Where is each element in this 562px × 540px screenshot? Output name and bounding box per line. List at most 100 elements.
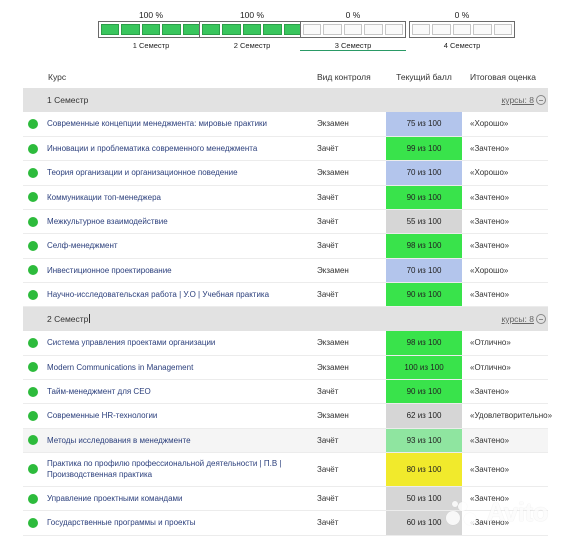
score-cell: 75 из 100 (386, 112, 462, 136)
avito-logo-icon (444, 499, 482, 527)
course-link[interactable]: Научно-исследовательская работа | У.О | … (43, 282, 308, 308)
course-link[interactable]: Межкультурное взаимодействие (43, 209, 308, 235)
final-grade: «Зачтено» (462, 452, 548, 487)
status-dot-icon (28, 167, 38, 178)
semester-group-row[interactable]: 2 Семестр курсы: 8 (23, 306, 548, 331)
progress-segment (452, 24, 472, 35)
final-grade: «Зачтено» (462, 510, 548, 536)
table-row[interactable]: Практика по профилю профессиональной дея… (23, 452, 548, 487)
score-cell: 80 из 100 (386, 452, 462, 486)
table-row[interactable]: Коммуникации топ-менеджера Зачёт 90 из 100… (23, 185, 548, 210)
status-dot-icon (28, 118, 38, 129)
group-label: 2 Семестр (47, 314, 89, 324)
course-count-link[interactable]: курсы: 8 (501, 314, 534, 324)
final-grade: «Зачтено» (462, 282, 548, 308)
score-cell: 50 из 100 (386, 486, 462, 511)
table-header-row: Курс Вид контроля Текущий балл Итоговая … (23, 66, 548, 89)
status-dot-icon (28, 240, 38, 251)
course-link[interactable]: Инвестиционное проектирование (43, 258, 308, 283)
semester-tab-2[interactable]: 100 % 2 Семестр (199, 10, 305, 51)
control-type: Экзамен (308, 112, 386, 137)
control-type: Экзамен (308, 330, 386, 356)
control-type: Зачёт (308, 233, 386, 259)
table-row[interactable]: Инновации и проблематика современного ме… (23, 136, 548, 162)
status-dot-icon (28, 143, 38, 154)
semester-tab-3[interactable]: 0 % 3 Семестр (300, 10, 406, 51)
group-course-count[interactable]: курсы: 8 (501, 314, 546, 324)
table-row[interactable]: Современные HR-технологии Экзамен 62 из 10… (23, 403, 552, 429)
table-row[interactable]: Управление проектными командами Зачёт 50 и… (23, 486, 548, 512)
course-link[interactable]: Селф-менеджмент (43, 233, 308, 259)
final-grade: «Хорошо» (462, 112, 548, 137)
table-row[interactable]: Межкультурное взаимодействие Зачёт 55 из 1… (23, 209, 548, 235)
table-row[interactable]: Modern Communications in Management Экзам… (23, 355, 548, 380)
semester-progress (98, 21, 204, 38)
final-grade: «Зачтено» (462, 379, 548, 405)
control-type: Экзамен (308, 403, 386, 429)
score-cell: 70 из 100 (386, 161, 462, 185)
table-row[interactable]: Государственные программы и проекты Зачёт… (23, 510, 548, 536)
status-dot-icon (28, 216, 38, 227)
group-course-count[interactable]: курсы: 8 (501, 95, 546, 106)
table-row[interactable]: Селф-менеджмент Зачёт 98 из 100 «Зачтено» (23, 233, 548, 259)
final-grade: «Хорошо» (462, 258, 548, 283)
final-grade: «Зачтено» (462, 486, 548, 512)
semester-label[interactable]: 2 Семестр (233, 41, 271, 50)
semester-tab-1[interactable]: 100 % 1 Семестр (98, 10, 204, 51)
header-control: Вид контроля (308, 66, 386, 89)
semester-tab-4[interactable]: 0 % 4 Семестр (409, 10, 515, 51)
status-dot-icon (28, 192, 38, 203)
status-dot-icon (28, 362, 38, 373)
course-link[interactable]: Система управления проектами организации (43, 330, 308, 356)
progress-segment (432, 24, 451, 35)
header-grade: Итоговая оценка (462, 66, 548, 89)
course-link[interactable]: Тайм-менеджмент для CEO (43, 379, 308, 405)
course-link[interactable]: Государственные программы и проекты (43, 510, 308, 536)
collapse-minus-icon[interactable] (536, 95, 546, 106)
course-link[interactable]: Практика по профилю профессиональной дея… (43, 452, 308, 487)
status-dot-icon (28, 493, 38, 504)
score-cell: 98 из 100 (386, 234, 462, 258)
semester-label[interactable]: 1 Семестр (132, 41, 170, 50)
table-row[interactable]: Научно-исследовательская работа | У.О | … (23, 282, 548, 308)
table-row[interactable]: Инвестиционное проектирование Экзамен 70 и… (23, 258, 548, 283)
progress-segment (141, 24, 161, 35)
course-link[interactable]: Современные концепции менеджмента: миров… (43, 112, 308, 137)
progress-segment (242, 24, 262, 35)
progress-segment (473, 24, 492, 35)
course-link[interactable]: Управление проектными командами (43, 486, 308, 512)
table-row[interactable]: Система управления проектами организации… (23, 330, 548, 356)
semester-progress (199, 21, 305, 38)
course-link[interactable]: Инновации и проблематика современного ме… (43, 136, 308, 162)
table-row[interactable]: Тайм-менеджмент для CEO Зачёт 90 из 100 «За… (23, 379, 548, 405)
course-link[interactable]: Коммуникации топ-менеджера (43, 185, 308, 210)
score-cell: 99 из 100 (386, 136, 462, 161)
final-grade: «Зачтено» (462, 185, 548, 210)
control-type: Зачёт (308, 282, 386, 308)
semester-label[interactable]: 4 Семестр (443, 41, 481, 50)
collapse-minus-icon[interactable] (536, 314, 546, 324)
score-cell: 98 из 100 (386, 330, 462, 355)
table-row[interactable]: Теория организации и организационное пов… (23, 160, 548, 186)
avito-watermark: Avito (444, 497, 548, 528)
progress-segment (412, 24, 431, 35)
status-dot-icon (28, 517, 38, 528)
semester-group-row[interactable]: 1 Семестр курсы: 8 (23, 88, 548, 112)
table-row[interactable]: Современные концепции менеджмента: миров… (23, 112, 548, 137)
progress-segment (263, 24, 282, 35)
group-label: 1 Семестр (47, 95, 89, 106)
course-link[interactable]: Современные HR-технологии (43, 403, 308, 429)
status-dot-icon (28, 410, 38, 421)
course-link[interactable]: Методы исследования в менеджменте (43, 428, 308, 453)
course-link[interactable]: Теория организации и организационное пов… (43, 160, 308, 186)
progress-segment (384, 24, 404, 35)
text-cursor (89, 314, 91, 323)
course-link[interactable]: Modern Communications in Management (43, 355, 308, 380)
progress-segment (364, 24, 383, 35)
course-count-link[interactable]: курсы: 8 (501, 95, 534, 106)
table-row[interactable]: Методы исследования в менеджменте Зачёт 93… (23, 428, 548, 453)
status-dot-icon (28, 435, 38, 446)
semester-percent: 100 % (239, 10, 265, 20)
header-score: Текущий балл (386, 66, 462, 89)
semester-label[interactable]: 3 Семестр (300, 41, 406, 51)
